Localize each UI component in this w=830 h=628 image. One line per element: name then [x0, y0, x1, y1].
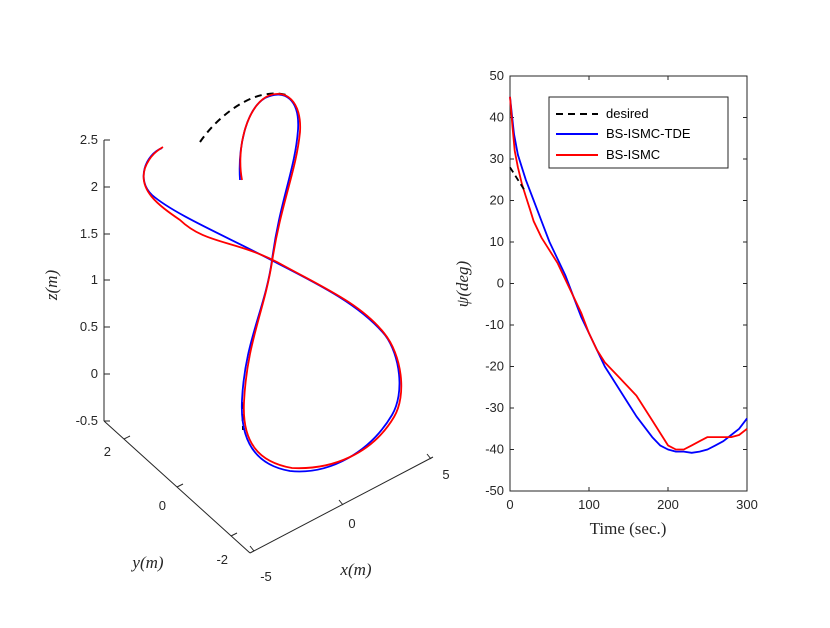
bs-ismc-trajectory-3d — [142, 93, 403, 470]
y-tick-label: 20 — [490, 193, 504, 208]
x-tick-label: 5 — [442, 467, 449, 482]
y-tick-label: 10 — [490, 234, 504, 249]
psi-series — [509, 96, 748, 454]
y-tick-label: 0 — [497, 276, 504, 291]
z-tick-label: 0 — [91, 366, 98, 381]
legend-label-bs-ismc: BS-ISMC — [606, 147, 660, 162]
z-tick-label: 2 — [91, 179, 98, 194]
x-tick-label: 100 — [578, 497, 600, 512]
y-ticks: 2 0 -2 — [104, 435, 238, 567]
z-tick-label: 0.5 — [80, 319, 98, 334]
x-axis-label: x(m) — [339, 560, 371, 579]
series-line-bs-ismc-tde — [509, 96, 748, 454]
legend-box — [548, 96, 729, 169]
y-tick-label: 2 — [104, 444, 111, 459]
z-tick-label: 1 — [91, 272, 98, 287]
x-ticks: -5 0 5 — [249, 453, 450, 584]
series-line-desired — [509, 166, 527, 193]
series-line-bs-ismc — [509, 96, 748, 451]
z-axis-label: z(m) — [42, 270, 61, 302]
x-tick-label: 300 — [736, 497, 758, 512]
y-tick-label: -50 — [485, 483, 504, 498]
x-tick-label: 0 — [506, 497, 513, 512]
y-tick-label: 40 — [490, 110, 504, 125]
legend-label-bs-ismc-tde: BS-ISMC-TDE — [606, 126, 691, 141]
y-axis-label-2d: ψ(deg) — [453, 260, 472, 307]
y-axis-label: y(m) — [130, 553, 163, 572]
y-tick-label: -2 — [216, 552, 228, 567]
x-axis-label-2d: Time (sec.) — [590, 519, 667, 538]
y-tick-label: -20 — [485, 359, 504, 374]
psi-ticks: -50 -40 -30 -20 -10 0 10 20 30 40 50 0 100 200 300 — [485, 68, 758, 512]
x-tick-label: 200 — [657, 497, 679, 512]
y-tick-label: 50 — [490, 68, 504, 83]
bs-ismc-tde-trajectory-3d — [142, 93, 401, 473]
x-tick-label: 0 — [348, 516, 355, 531]
legend: desired BS-ISMC-TDE BS-ISMC — [548, 96, 729, 169]
x-tick-label: -5 — [260, 569, 272, 584]
legend-label-desired: desired — [606, 106, 649, 121]
y-tick-label: 30 — [490, 151, 504, 166]
z-ticks: 2.5 2 1.5 1 0.5 0 -0.5 — [76, 132, 110, 428]
y-tick-label: -10 — [485, 317, 504, 332]
plot3d: 2.5 2 1.5 1 0.5 0 -0.5 z(m) 2 0 -2 y(m) … — [42, 92, 450, 584]
z-tick-label: -0.5 — [76, 413, 98, 428]
y-tick-label: 0 — [159, 498, 166, 513]
z-tick-label: 2.5 — [80, 132, 98, 147]
plot2d: -50 -40 -30 -20 -10 0 10 20 30 40 50 0 100 200 300 Tim… — [453, 68, 758, 538]
z-tick-label: 1.5 — [80, 226, 98, 241]
y-tick-label: -40 — [485, 442, 504, 457]
y-tick-label: -30 — [485, 400, 504, 415]
x-axis-line — [249, 456, 434, 554]
